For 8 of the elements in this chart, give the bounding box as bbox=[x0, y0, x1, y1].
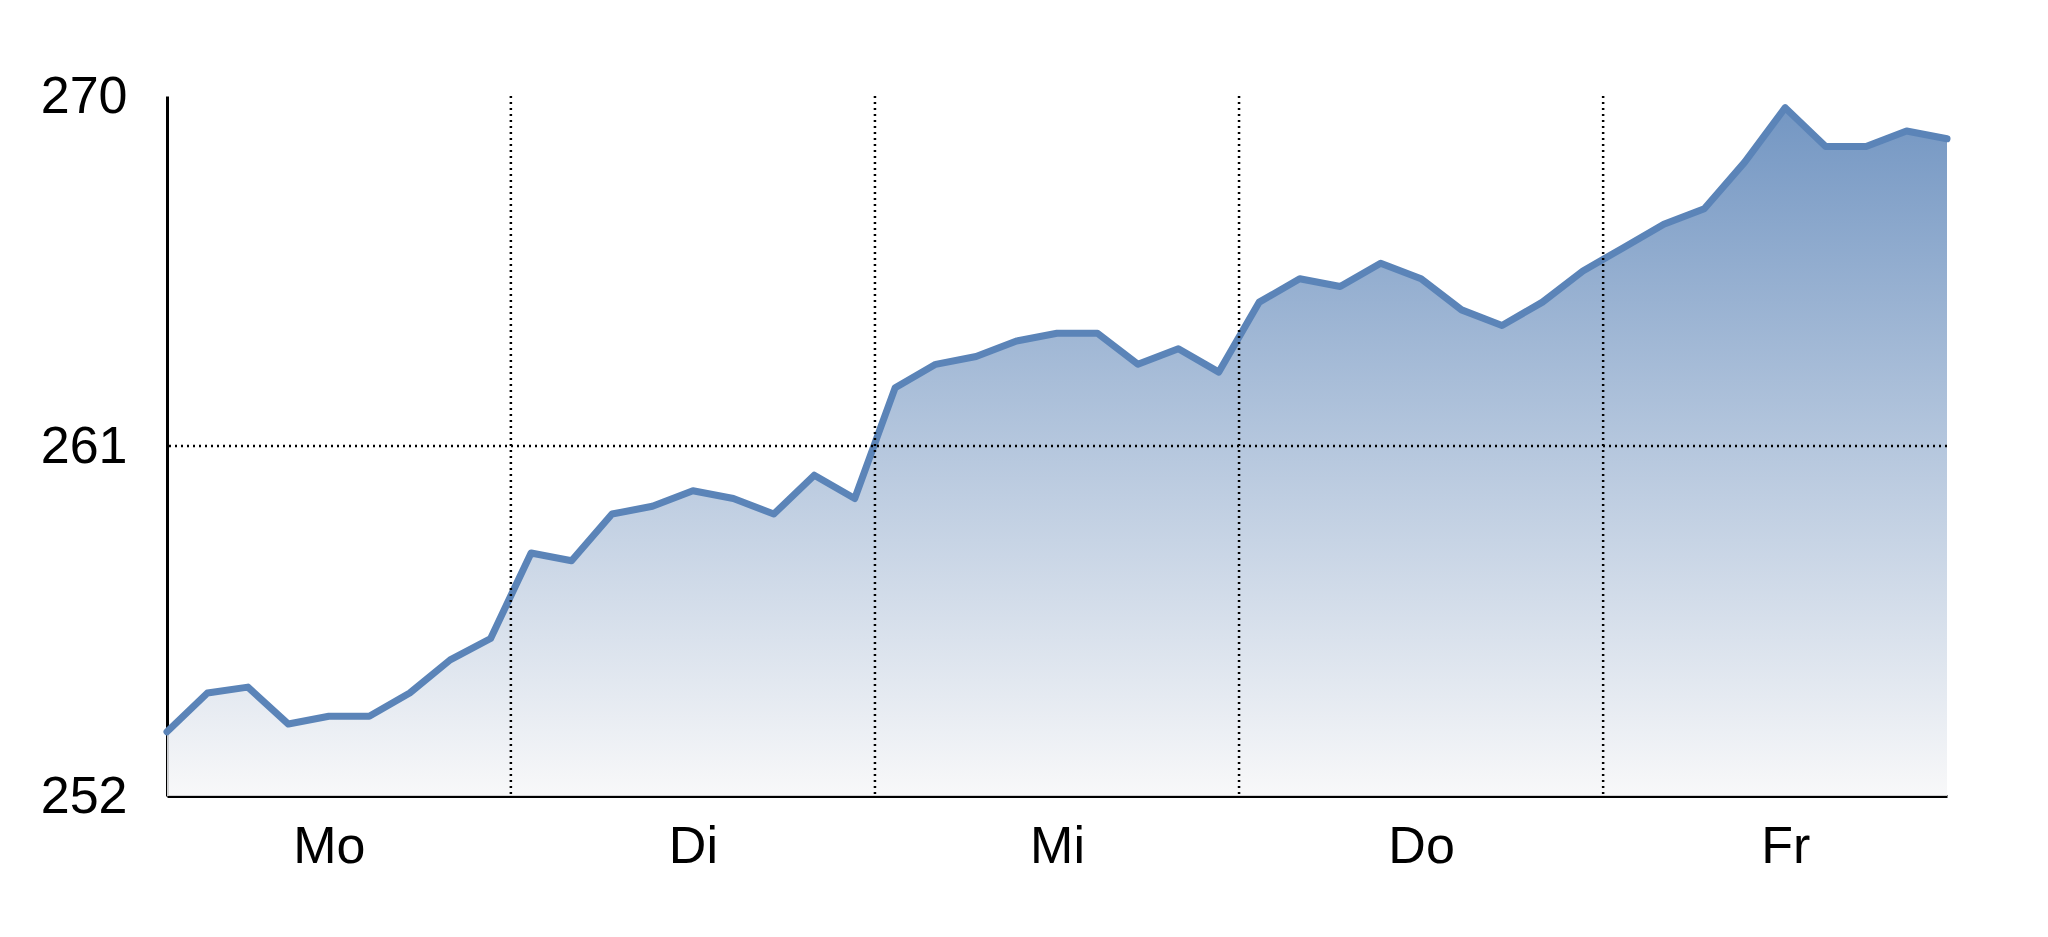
y-tick-label: 270 bbox=[40, 65, 128, 124]
x-tick-label: Mo bbox=[293, 815, 366, 874]
x-tick-label: Do bbox=[1388, 815, 1455, 874]
x-tick-label: Fr bbox=[1761, 815, 1811, 874]
x-tick-label: Mi bbox=[1030, 815, 1085, 874]
y-tick-label: 252 bbox=[40, 765, 128, 824]
y-tick-label: 261 bbox=[40, 415, 128, 474]
x-tick-label: Di bbox=[668, 815, 718, 874]
